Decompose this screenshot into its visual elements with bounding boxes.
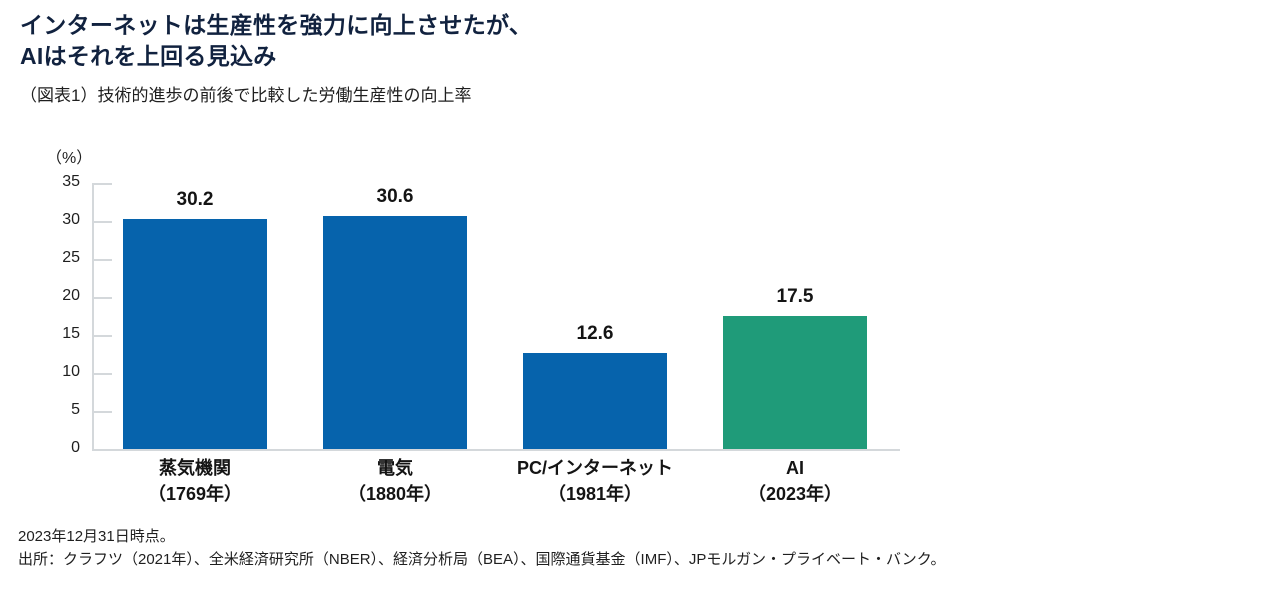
footnote-asof: 2023年12月31日時点。 [18, 528, 175, 545]
y-axis-tick-label: 30 [62, 211, 80, 228]
category-name: AI [786, 458, 804, 478]
y-axis-tick-mark [93, 183, 112, 185]
x-axis-category-label: 電気 （1880年） [293, 455, 497, 507]
bar-value-label: 30.2 [176, 189, 214, 211]
y-axis-tick-label: 5 [71, 401, 80, 418]
chart-footnotes: 2023年12月31日時点。 出所：クラフツ（2021年）、全米経済研究所（NB… [18, 525, 1273, 571]
chart-subtitle: （図表1）技術的進歩の前後で比較した労働生産性の向上率 [20, 86, 472, 105]
y-axis-unit-label: （%） [46, 150, 93, 167]
y-axis-tick-mark [93, 259, 112, 261]
y-axis-line [92, 183, 94, 450]
category-name: 電気 [377, 458, 413, 478]
bar-chart: （%） 0 5 10 15 20 25 30 35 30.2 30.6 12.6 17.5 蒸気機関… [0, 140, 1000, 530]
category-year: （1981年） [547, 484, 643, 504]
y-axis-tick-mark [93, 373, 112, 375]
category-name: 蒸気機関 [159, 458, 231, 478]
bar[interactable] [123, 219, 267, 449]
y-axis-tick-label: 10 [62, 363, 80, 380]
y-axis-tick-mark [93, 411, 112, 413]
x-axis-line [92, 449, 900, 451]
y-axis-tick-label: 15 [62, 325, 80, 342]
y-axis-tick-label: 20 [62, 287, 80, 304]
x-axis-category-label: AI （2023年） [693, 455, 897, 507]
bar-value-label: 12.6 [576, 323, 614, 345]
category-year: （1880年） [347, 484, 443, 504]
category-year: （2023年） [747, 484, 843, 504]
bar[interactable] [323, 216, 467, 449]
bar[interactable] [723, 316, 867, 449]
page-title-line-1: インターネットは生産性を強力に向上させたが、 [20, 12, 533, 38]
footnote-source: 出所：クラフツ（2021年）、全米経済研究所（NBER）、経済分析局（BEA）、… [18, 551, 946, 568]
category-year: （1769年） [147, 484, 243, 504]
y-axis-tick-mark [93, 449, 112, 451]
y-axis-tick-mark [93, 297, 112, 299]
y-axis-tick-mark [93, 221, 112, 223]
bar-value-label: 17.5 [776, 286, 814, 307]
x-axis-category-label: PC/インターネット （1981年） [493, 455, 697, 507]
x-axis-category-label: 蒸気機関 （1769年） [93, 455, 297, 507]
y-axis-tick-label: 25 [62, 249, 80, 266]
bar-value-label: 30.6 [376, 186, 414, 208]
category-name: PC/インターネット [516, 458, 673, 478]
bar[interactable] [523, 353, 667, 449]
y-axis-tick-label: 35 [62, 173, 80, 190]
y-axis-tick-label: 0 [71, 439, 80, 456]
y-axis-tick-mark [93, 335, 112, 337]
page-title-line-2: AIはそれを上回る見込み [20, 43, 277, 69]
chart-header: インターネットは生産性を強力に向上させたが、 AIはそれを上回る見込み （図表1… [20, 10, 1260, 108]
